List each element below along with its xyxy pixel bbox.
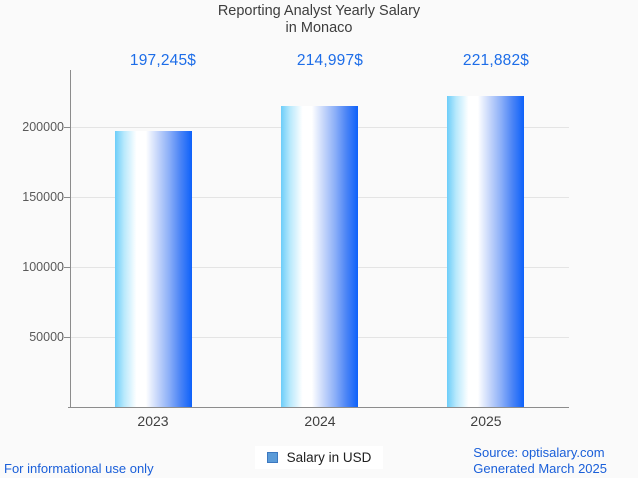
legend-marker-icon [266,452,278,463]
y-axis-tick [64,337,70,338]
y-tick-label: 50000 [29,330,64,344]
x-label-2024: 2024 [304,413,336,429]
y-tick-label: 200000 [22,120,64,134]
legend-item-salary-in-usd[interactable]: Salary in USD [254,446,384,469]
chart-title-line1: Reporting Analyst Yearly Salary [217,3,421,19]
y-axis-tick [64,127,70,128]
source-link[interactable]: Source: optisalary.com [473,445,605,460]
legend-row: Salary in USD [0,446,638,469]
x-label-2023: 2023 [137,413,169,429]
value-label-2024: 214,997$ [296,52,364,69]
x-axis-line [68,407,569,408]
bar-2023[interactable] [115,131,192,407]
x-label-2025: 2025 [470,413,502,429]
y-axis-tick [64,197,70,198]
y-tick-label: 150000 [22,190,64,204]
bar-2024[interactable] [281,106,358,407]
y-tick-label: 100000 [22,260,64,274]
y-axis-line [70,70,71,407]
bar-2025[interactable] [447,96,524,407]
disclaimer-text: For informational use only [4,461,154,476]
value-label-2023: 197,245$ [129,52,197,69]
generated-date: Generated March 2025 [473,460,607,476]
plot-area: 50000 100000 150000 200000 197,245$ 2023 214,9… [22,52,569,429]
source-block: Source: optisalary.com Generated March 2… [473,445,607,476]
chart-title: Reporting Analyst Yearly Salary in Monac… [0,3,638,36]
value-label-2025: 221,882$ [462,52,530,69]
chart-title-line2: in Monaco [285,19,353,36]
legend-label: Salary in USD [286,450,372,465]
y-axis-tick [64,267,70,268]
